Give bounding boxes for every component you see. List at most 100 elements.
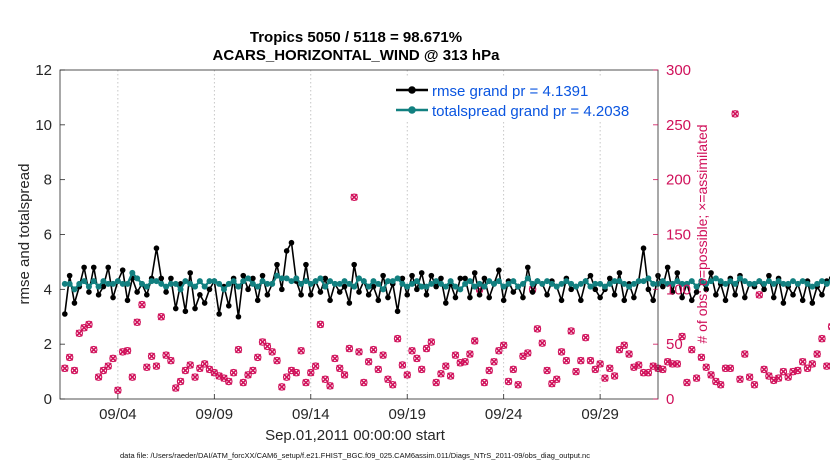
rmse-point [197,292,203,298]
obs-point [427,338,436,346]
grid [117,70,601,399]
spread-point [765,278,772,285]
rmse-point [105,264,112,271]
obs-point [601,374,609,382]
spread-point [172,280,179,287]
spread-point [365,283,372,290]
spread-point [61,280,68,287]
obs-possible-mark [427,338,436,346]
y2-tick-label: 300 [666,62,691,79]
obs-point [191,373,199,381]
obs-possible-mark [99,366,108,375]
obs-point [61,364,69,373]
rmse-point [71,300,78,306]
rmse-point [385,294,391,301]
obs-point [596,360,604,368]
obs-possible-mark [311,362,320,370]
obs-possible-mark [538,339,547,347]
obs-point [524,349,532,357]
obs-possible-mark [765,372,773,380]
spread-point [717,278,724,285]
obs-possible-mark [586,356,595,365]
spread-point [413,278,420,285]
obs-possible-mark [268,348,276,356]
spread-point [505,280,512,287]
rmse-point [95,292,102,298]
obs-point [311,362,320,370]
obs-possible-mark [186,361,194,369]
obs-point [374,365,383,374]
spread-point [100,278,107,285]
spread-point [220,286,227,293]
spread-point [582,278,589,285]
obs-possible-mark [384,375,392,384]
spread-point [399,280,406,287]
obs-point [364,357,373,366]
obs-possible-mark [417,365,426,374]
rmse-point [365,292,372,298]
spread-point [110,280,117,287]
spread-point [259,278,266,285]
spread-point [558,280,565,287]
spread-point [548,280,555,287]
obs-point [345,344,354,353]
spread-point [167,280,174,287]
spread-point [404,283,411,290]
rmse-point [414,286,420,293]
obs-possible-mark [278,383,286,391]
obs-possible-mark [225,377,233,386]
obs-point [138,300,146,309]
obs-possible-mark [659,365,667,374]
y2-axis-label: # of obs: o=possible; ×=assimilated [694,124,710,343]
spread-point [708,278,715,285]
obs-possible-mark [191,373,199,381]
obs-possible-mark [379,351,387,359]
obs-point [625,350,633,358]
obs-possible-mark [297,346,305,355]
rmse-point [336,289,343,295]
obs-possible-mark [562,356,571,365]
spread-point [269,280,276,287]
rmse-point [288,239,295,246]
rmse-point [399,275,406,282]
obs-possible-mark [90,345,98,354]
spread-point [732,280,739,287]
rmse-point [597,294,603,301]
obs-point [716,380,725,389]
spread-point [177,286,184,293]
spread-point [312,278,319,285]
obs-point [678,332,686,341]
obs-point [109,354,117,363]
obs-point [422,344,431,353]
rmse-point [380,272,386,279]
obs-point [818,334,826,343]
spread-point [187,280,194,287]
spread-point [457,286,464,293]
rmse-point [457,275,464,282]
obs-possible-mark [167,356,175,365]
rmse-point [66,272,73,279]
obs-point [432,378,440,387]
obs-point [451,351,460,359]
obs-point [379,351,387,359]
x-tick-label: 09/09 [196,406,234,423]
legend-rmse-marker [408,86,416,94]
rmse-point [790,292,796,298]
spread-point [211,278,218,285]
rmse-point [158,275,165,282]
obs-point [123,346,132,355]
spread-point [476,280,483,287]
rmse-point [438,275,444,282]
obs-point [659,365,667,374]
spread-point [626,283,633,290]
obs-point [514,380,522,389]
obs-point [644,368,653,377]
spread-point [621,280,628,287]
rmse-point [245,286,251,293]
rmse-point [144,292,150,298]
spread-point [495,278,502,285]
obs-point [557,348,566,356]
obs-possible-mark [364,357,373,366]
rmse-point [303,261,309,268]
